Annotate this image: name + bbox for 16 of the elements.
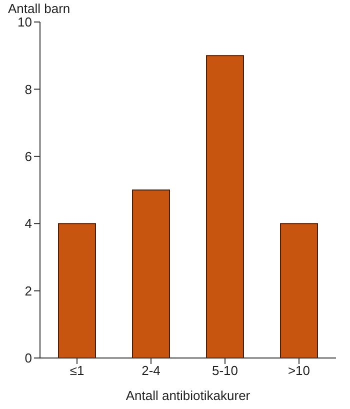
x-tick-label: 2-4	[142, 363, 160, 378]
bar	[206, 55, 244, 358]
bar	[132, 190, 170, 358]
y-tick-label: 10	[18, 14, 32, 30]
y-tick-label: 8	[24, 82, 32, 97]
y-tick-label: 4	[24, 216, 32, 232]
bar	[280, 223, 318, 358]
x-tick-label: >10	[288, 363, 310, 378]
y-tick-label: 6	[24, 149, 32, 164]
x-axis-title: Antall antibiotikakurer	[126, 388, 251, 403]
x-tick-label: ≤1	[70, 363, 84, 378]
y-tick-label: 0	[24, 350, 32, 366]
bar	[58, 223, 96, 358]
y-axis-title: Antall barn	[8, 1, 72, 16]
y-tick-label: 2	[24, 283, 32, 298]
x-tick-label: 5-10	[212, 363, 238, 378]
